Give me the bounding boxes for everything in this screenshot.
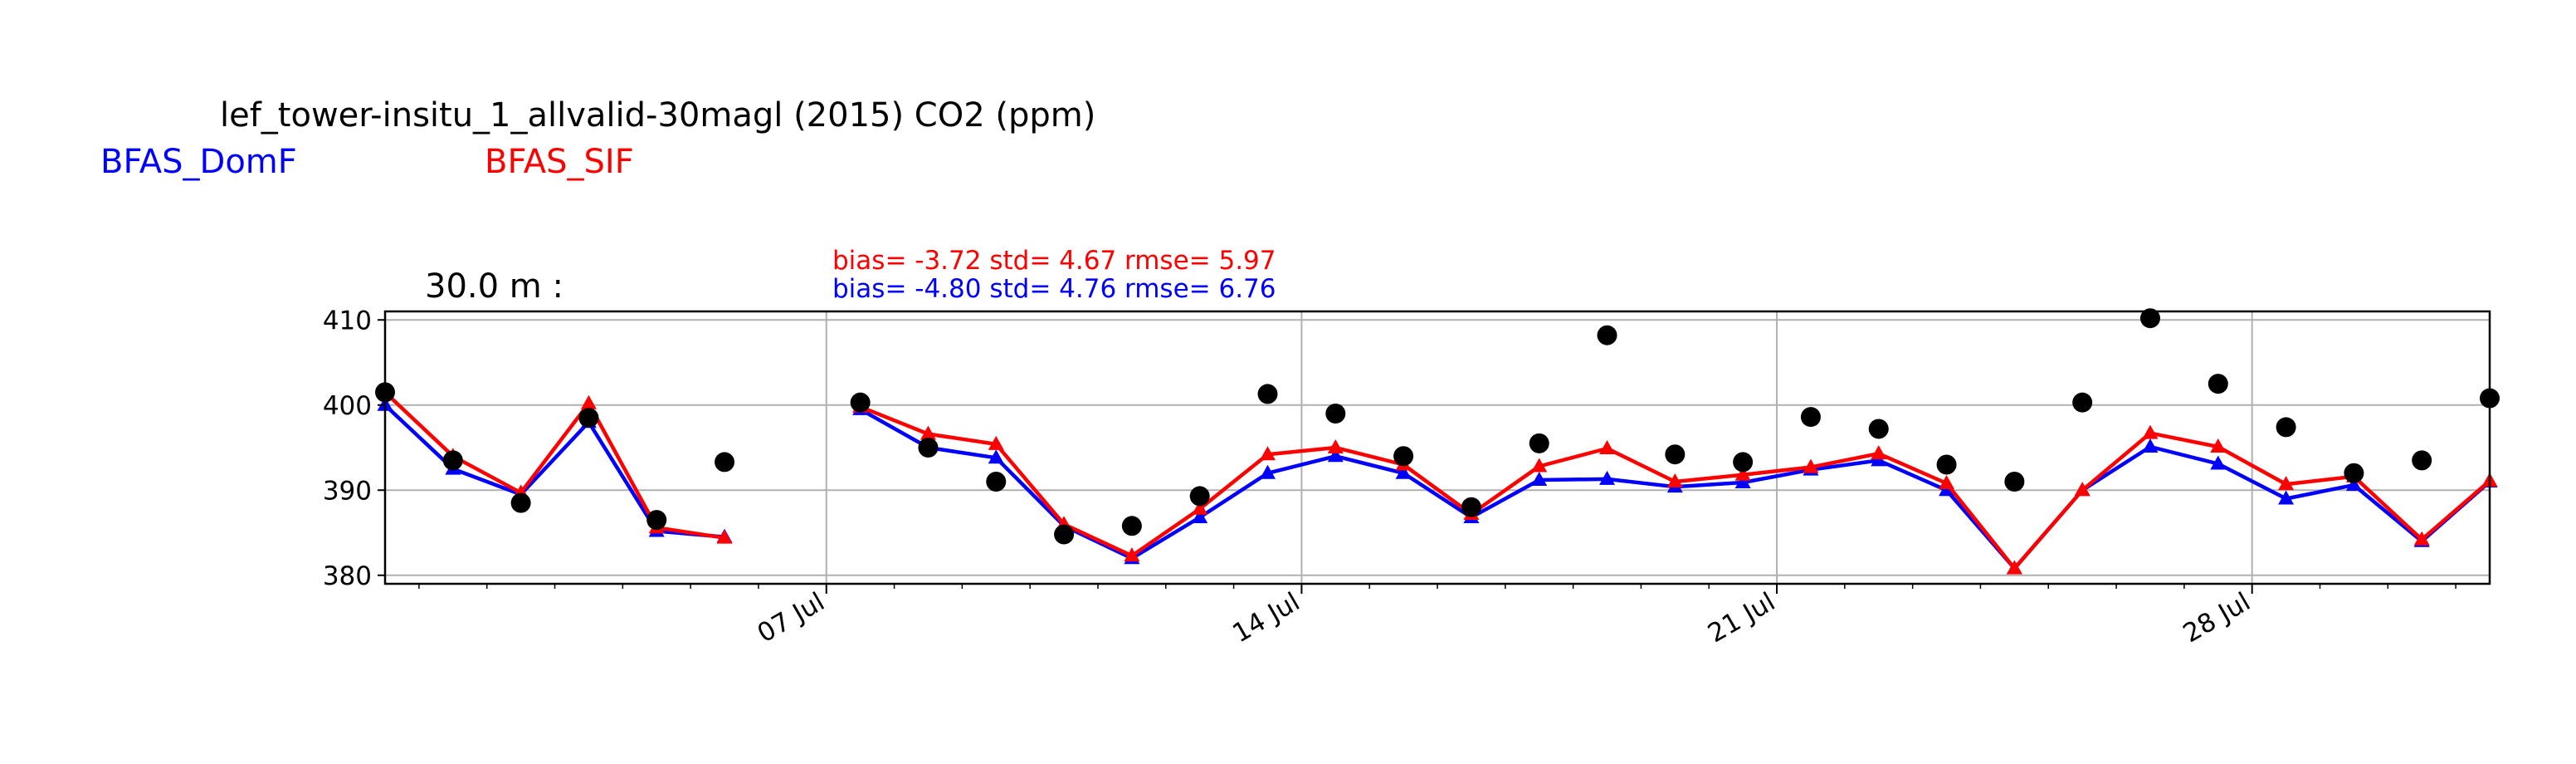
observation-point [2208,374,2228,394]
observation-point [2344,463,2364,483]
observation-point [1936,454,1957,475]
observation-point [578,408,599,429]
chart-title: lef_tower-insitu_1_allvalid-30magl (2015… [220,96,1095,135]
legend-entry-bfas-domf: BFAS_DomF [100,143,297,181]
data-point-bfas-domf [1395,464,1412,479]
observation-point [442,450,463,471]
observation-point [1733,452,1754,473]
data-point-bfas-domf [2278,490,2295,505]
observation-point [986,472,1007,492]
x-tick-label: 21 Jul [1703,587,1780,649]
data-point-bfas-sif [1871,445,1887,460]
observation-point [1665,444,1686,465]
data-point-bfas-sif [1531,458,1548,473]
observation-point [918,438,939,458]
data-point-bfas-domf [2345,477,2362,492]
data-point-bfas-sif [2210,438,2227,453]
series-line-bfas-domf-0 [383,404,725,539]
observation-point [1868,419,1889,439]
observation-point [510,492,531,513]
data-point-bfas-sif [1259,446,1276,461]
legend-entry-bfas-sif: BFAS_SIF [485,143,634,181]
observation-point [1189,486,1210,507]
data-point-bfas-sif [2142,424,2159,439]
data-point-bfas-sif [1192,500,1208,515]
data-point-bfas-sif [1734,466,1751,481]
observation-point [1121,516,1142,536]
data-point-bfas-sif [2413,531,2430,546]
gridlines [385,311,2490,584]
plot-series [375,308,2500,575]
stats-text-bfas-domf: bias= -4.80 std= 4.76 rmse= 6.76 [832,274,1276,304]
data-point-bfas-sif [1124,547,1140,562]
observation-point [1325,404,1346,424]
data-point-bfas-sif [1939,475,1955,490]
data-point-bfas-domf [1599,470,1616,485]
y-tick-label: 410 [323,306,372,335]
data-point-bfas-domf [2142,438,2159,453]
observation-point [850,392,871,413]
data-point-bfas-sif [1327,439,1344,453]
x-tick-label: 07 Jul [753,587,830,649]
series-line-bfas-sif-0 [383,390,725,540]
data-point-bfas-sif [988,435,1004,450]
observation-point [1054,524,1075,545]
data-point-bfas-sif [580,394,597,409]
data-point-bfas-sif [1666,473,1683,487]
observation-point [1597,325,1617,345]
data-point-bfas-domf [1259,464,1276,479]
x-tick-label: 28 Jul [2178,587,2256,649]
stats-text-bfas-sif: bias= -3.72 std= 4.67 rmse= 5.97 [832,246,1276,276]
observation-point [2139,308,2160,329]
y-tick-label: 390 [323,476,372,506]
observation-point [2412,450,2432,471]
data-point-bfas-sif [2006,560,2022,575]
observation-point [1529,433,1549,453]
observation-point [2072,392,2093,413]
data-point-bfas-sif [2278,476,2295,491]
observation-point [715,452,735,473]
data-point-bfas-domf [988,449,1004,464]
data-point-bfas-domf [1531,471,1548,486]
y-tick-label: 380 [323,561,372,591]
data-point-bfas-sif [2074,482,2091,497]
observation-point [1461,497,1481,517]
observation-point [646,510,667,531]
y-tick-label: 400 [323,391,372,421]
observation-point [1257,384,1278,404]
observation-point [1393,446,1414,467]
data-point-bfas-sif [1599,440,1616,455]
panel-height-label: 30.0 m : [425,267,564,306]
data-point-bfas-sif [1803,458,1819,473]
axes-frame [383,310,2491,585]
observation-point [2276,417,2296,438]
observation-point [2004,472,2025,492]
data-point-bfas-sif [716,529,733,544]
data-point-bfas-sif [920,425,936,440]
data-point-bfas-domf [2210,455,2227,470]
x-tick-label: 14 Jul [1227,587,1305,649]
observation-point [1800,407,1821,428]
data-point-bfas-domf [1327,448,1344,463]
data-point-bfas-domf [1734,474,1751,489]
data-point-bfas-domf [1192,509,1208,524]
